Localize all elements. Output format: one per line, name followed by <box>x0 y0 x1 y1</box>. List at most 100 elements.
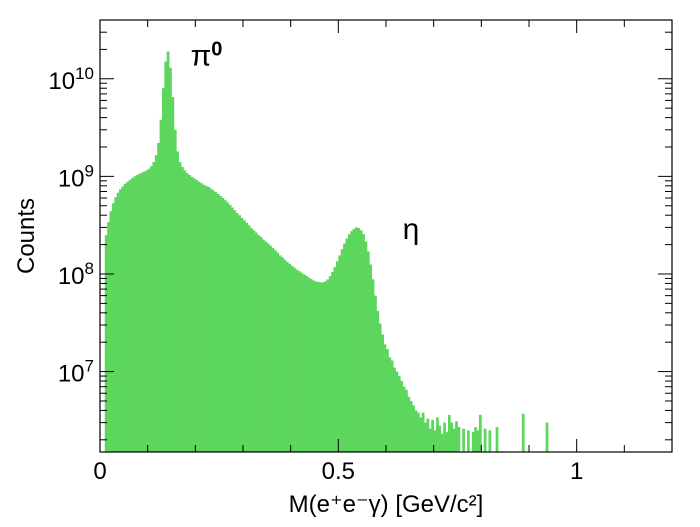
histogram-bar <box>190 176 194 453</box>
x-tick-label: 0.5 <box>322 458 355 485</box>
x-tick-label: 0 <box>93 458 106 485</box>
histogram-bar <box>188 175 191 452</box>
histogram-bar <box>259 236 263 452</box>
histogram-bar <box>386 349 389 452</box>
histogram-bar <box>293 267 296 452</box>
histogram-bar <box>221 198 225 452</box>
histogram-bar <box>150 166 153 453</box>
x-axis-title: M(e⁺e⁻γ) [GeV/c²] <box>289 491 484 518</box>
histogram-bar <box>302 274 306 452</box>
histogram-bar <box>223 200 227 452</box>
histogram-bar <box>343 243 346 452</box>
histogram-bar <box>164 61 168 452</box>
histogram-bar <box>304 275 308 452</box>
histogram-bar <box>483 428 487 452</box>
y-axis-title: Counts <box>13 198 40 274</box>
histogram-bar <box>219 195 222 452</box>
histogram-bar <box>405 389 408 452</box>
histogram-bar <box>488 430 492 452</box>
histogram-bar <box>204 185 208 452</box>
histogram-bar <box>238 215 241 452</box>
histogram-bar <box>409 400 413 452</box>
histogram-bar <box>135 175 139 452</box>
x-tick-label: 1 <box>570 458 583 485</box>
histogram-bar <box>340 249 344 452</box>
histogram-bar <box>407 396 411 452</box>
histogram-bar <box>471 432 475 452</box>
histogram-bar <box>281 257 284 452</box>
y-tick-label: 108 <box>58 259 94 290</box>
histogram-bar <box>231 207 234 452</box>
y-tick-labels: 107 108 109 1010 <box>48 64 94 388</box>
histogram-bar <box>130 178 134 452</box>
histogram-bar <box>273 250 277 452</box>
histogram-bar <box>450 422 454 452</box>
histogram-bar <box>142 171 146 452</box>
histogram-bar <box>445 432 449 452</box>
histogram-bar <box>388 357 392 452</box>
axis-ticks <box>99 19 672 452</box>
histogram-bar <box>138 173 141 452</box>
peak-annotations: π0 η <box>191 39 420 246</box>
histogram-bar <box>276 252 280 452</box>
histogram-bar <box>419 417 423 452</box>
histogram-bar <box>443 422 446 452</box>
histogram-bar <box>381 334 384 452</box>
histogram-bar <box>262 239 265 452</box>
histogram-bar <box>431 419 435 452</box>
histogram-bar <box>154 155 158 452</box>
histogram-bar <box>355 227 358 452</box>
histogram-bar <box>424 422 427 452</box>
histogram-bar <box>390 360 394 452</box>
histogram-bar <box>478 414 482 452</box>
histogram-bar <box>252 230 256 452</box>
histogram-bar <box>161 88 165 452</box>
histogram-bar <box>307 277 311 452</box>
histogram-bar <box>428 428 432 452</box>
histogram-bar <box>366 251 370 452</box>
histogram-bar <box>288 263 292 452</box>
histogram-bar <box>166 51 170 453</box>
histogram-bar <box>119 189 122 452</box>
histogram-bar <box>440 433 444 452</box>
histogram-bar <box>371 279 375 452</box>
histogram-bar <box>383 344 387 452</box>
histogram-bar <box>254 232 258 452</box>
histogram-bar <box>185 173 189 453</box>
histogram-bar <box>214 192 218 452</box>
histogram-bar <box>476 430 480 452</box>
histogram-bar <box>290 265 294 452</box>
histogram-bar <box>362 234 365 452</box>
histogram-bar <box>295 269 299 452</box>
histogram-bar <box>212 190 215 453</box>
histogram-bar <box>195 179 199 452</box>
histogram-bar <box>126 181 129 453</box>
histogram-bar <box>271 247 275 452</box>
histogram-bar <box>152 162 156 453</box>
histogram-bar <box>178 162 182 453</box>
histogram-bar <box>395 371 399 452</box>
histogram-bar <box>357 228 361 452</box>
histogram-bar <box>247 225 251 452</box>
histogram-bar <box>321 282 325 452</box>
histogram-bar <box>374 295 377 452</box>
histogram-bar <box>207 186 210 452</box>
histogram-bar <box>314 281 318 452</box>
histogram-bar <box>264 241 268 452</box>
histogram-bar <box>521 413 525 452</box>
histogram-bar <box>457 427 461 452</box>
histogram-bar <box>233 210 237 452</box>
histogram-bar <box>226 202 230 452</box>
histogram-bar <box>128 179 132 452</box>
histogram-bar <box>181 166 184 452</box>
histogram-bar <box>278 255 282 452</box>
histogram-bar <box>269 245 272 452</box>
histogram-bar <box>157 142 160 452</box>
histogram-bar <box>433 430 437 452</box>
histogram-bar <box>436 417 439 452</box>
histogram-bar <box>176 151 179 452</box>
histogram-bar <box>192 178 196 453</box>
histogram-bar <box>455 421 458 452</box>
histogram-bar <box>376 310 380 452</box>
